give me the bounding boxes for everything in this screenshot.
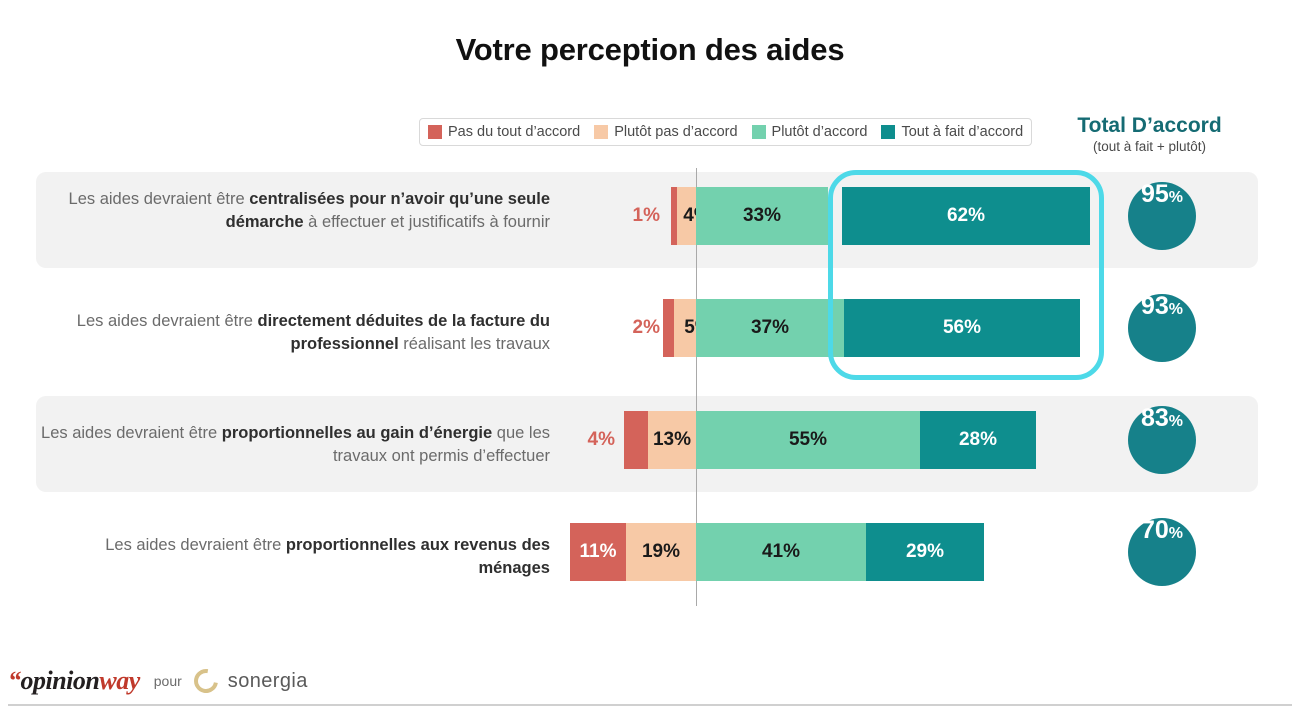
bar-row-1: 1% 4% 33% 62% 95%: [0, 172, 1300, 268]
segment-pas-du-tout-4[interactable]: 11%: [570, 523, 626, 581]
page-title: Votre perception des aides: [455, 32, 845, 67]
chart-row-2: Les aides devraient être directement déd…: [0, 284, 1300, 380]
legend-item-label: Pas du tout d’accord: [448, 124, 581, 140]
sonergia-circle-icon: [189, 664, 223, 698]
row-label-prefix: Les aides devraient être: [105, 536, 286, 554]
legend-item-plutot-daccord: Plutôt d’accord: [751, 124, 868, 140]
total-percent-sign: %: [1168, 413, 1184, 430]
segment-value-outside-1: 1%: [632, 205, 660, 226]
total-bubble-2[interactable]: 93%: [1128, 294, 1196, 362]
segment-pas-du-tout-1[interactable]: [671, 187, 677, 245]
segment-plutot-daccord-3[interactable]: 55%: [696, 411, 920, 469]
axis-reference-line: [696, 168, 697, 606]
bar-row-3: 4% 13% 55% 28% 83%: [0, 396, 1300, 492]
footer-divider: [8, 704, 1292, 706]
row-label-emphasis: proportionnelles aux revenus des ménages: [285, 536, 550, 577]
legend-item-pas-du-tout: Pas du tout d’accord: [428, 124, 580, 140]
total-column-subtitle: (tout à fait + plutôt): [1093, 139, 1206, 155]
legend-swatch-icon: [751, 125, 766, 139]
total-percent-sign: %: [1168, 189, 1184, 206]
row-label-suffix: réalisant les travaux: [398, 334, 550, 353]
segment-value: 11%: [579, 541, 617, 562]
row-label-3: Les aides devraient être proportionnelle…: [40, 422, 550, 468]
legend-item-label: Plutôt pas d’accord: [614, 124, 738, 140]
segment-plutot-daccord-2[interactable]: 37%: [696, 299, 844, 357]
legend-swatch-icon: [881, 125, 896, 139]
segment-tout-a-fait-4[interactable]: 29%: [866, 523, 984, 581]
legend-row: Pas du tout d’accord Plutôt pas d’accord…: [0, 114, 1300, 160]
segment-value: 29%: [905, 541, 945, 562]
segment-value: 62%: [946, 205, 986, 226]
segment-plutot-pas-4[interactable]: 19%: [626, 523, 696, 581]
total-bubble-4[interactable]: 70%: [1128, 518, 1196, 586]
legend-swatch-icon: [428, 125, 442, 139]
segment-value: 55%: [788, 429, 828, 450]
total-value: 93: [1140, 292, 1169, 320]
segment-value: 19%: [641, 541, 681, 562]
row-label-prefix: Les aides devraient être: [41, 424, 222, 442]
row-label-emphasis: directement déduites de la facture du pr…: [257, 312, 551, 353]
total-percent-sign: %: [1168, 301, 1184, 318]
segment-tout-a-fait-1[interactable]: 62%: [842, 187, 1090, 245]
segment-value-outside-3: 4%: [587, 429, 615, 450]
chart-row-3: Les aides devraient être proportionnelle…: [0, 396, 1300, 492]
total-value: 83: [1140, 404, 1169, 432]
total-bubble-3[interactable]: 83%: [1128, 406, 1196, 474]
row-label-suffix: que les travaux ont permis d’effectuer: [332, 424, 550, 465]
chart-row-1: Les aides devraient être centralisées po…: [0, 172, 1300, 268]
row-label-prefix: Les aides devraient être: [68, 190, 250, 208]
chart-plot-area: Les aides devraient être centralisées po…: [0, 168, 1300, 610]
legend-item-plutot-pas: Plutôt pas d’accord: [594, 124, 738, 140]
segment-plutot-pas-2[interactable]: 5%: [674, 299, 712, 357]
row-label-1: Les aides devraient être centralisées po…: [40, 188, 550, 234]
legend: Pas du tout d’accord Plutôt pas d’accord…: [419, 118, 1033, 146]
legend-swatch-icon: [594, 125, 609, 139]
row-label-4: Les aides devraient être proportionnelle…: [40, 534, 550, 580]
segment-value: 13%: [652, 429, 692, 450]
segment-value: 56%: [942, 317, 982, 338]
total-value: 95: [1140, 180, 1169, 208]
segment-plutot-daccord-4[interactable]: 41%: [696, 523, 866, 581]
segment-pas-du-tout-3[interactable]: [624, 411, 648, 469]
opinionway-logo-part1: opinion: [20, 666, 100, 695]
opinionway-logo-part2: way: [99, 666, 140, 695]
row-label-prefix: Les aides devraient être: [76, 312, 258, 330]
chart-row-4: Les aides devraient être proportionnelle…: [0, 508, 1300, 604]
sonergia-logo-text: sonergia: [227, 669, 308, 692]
legend-item-label: Tout à fait d’accord: [901, 124, 1024, 140]
segment-value: 28%: [958, 429, 998, 450]
segment-plutot-daccord-1[interactable]: 33%: [696, 187, 828, 245]
total-column-title: Total D’accord: [1077, 114, 1222, 137]
row-label-2: Les aides devraient être directement déd…: [40, 310, 550, 356]
row-label-emphasis: centralisées pour n’avoir qu’une seule d…: [225, 190, 550, 231]
segment-tout-a-fait-3[interactable]: 28%: [920, 411, 1036, 469]
footer-conjunction: pour: [153, 673, 182, 689]
bar-row-2: 2% 5% 37% 56% 93%: [0, 284, 1300, 380]
total-value: 70: [1140, 516, 1169, 544]
segment-value: 37%: [750, 317, 790, 338]
segment-plutot-pas-1[interactable]: 4%: [677, 187, 711, 245]
segment-value-outside-2: 2%: [632, 317, 660, 338]
legend-item-label: Plutôt d’accord: [771, 124, 868, 140]
segment-tout-a-fait-2[interactable]: 56%: [844, 299, 1080, 357]
footer-branding: “opinionway pour sonergia: [8, 664, 308, 698]
segment-value: 41%: [761, 541, 801, 562]
total-column-header: Total D’accord (tout à fait + plutôt): [1062, 114, 1237, 156]
segment-plutot-pas-3[interactable]: 13%: [648, 411, 696, 469]
opinionway-logo: “opinionway: [8, 666, 140, 696]
legend-item-tout-a-fait: Tout à fait d’accord: [881, 124, 1023, 140]
row-label-suffix: à effectuer et justificatifs à fournir: [303, 212, 550, 231]
bar-row-4: 11% 19% 41% 29% 70%: [0, 508, 1300, 604]
segment-value: 33%: [742, 205, 782, 226]
row-label-emphasis: proportionnelles au gain d’énergie: [221, 424, 493, 442]
footer: “opinionway pour sonergia: [0, 664, 1300, 710]
total-bubble-1[interactable]: 95%: [1128, 182, 1196, 250]
total-percent-sign: %: [1168, 525, 1184, 542]
segment-pas-du-tout-2[interactable]: [663, 299, 674, 357]
quote-glyph-icon: “: [8, 666, 21, 695]
